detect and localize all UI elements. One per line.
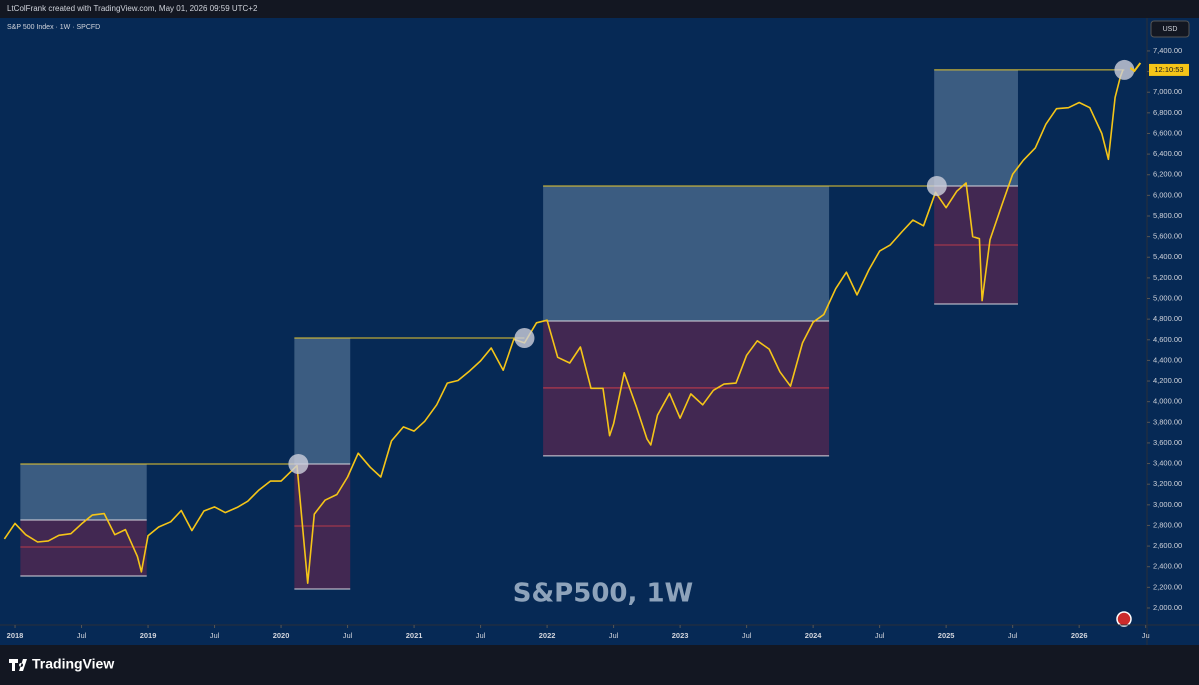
y-tick-label: 5,400.00 bbox=[1153, 252, 1182, 261]
x-tick-label: 2018 bbox=[7, 631, 24, 640]
x-tick-label: 2019 bbox=[140, 631, 157, 640]
y-tick-label: 6,800.00 bbox=[1153, 108, 1182, 117]
y-tick-label: 2,200.00 bbox=[1153, 582, 1182, 591]
y-tick-label: 2,800.00 bbox=[1153, 520, 1182, 529]
y-tick-label: 5,200.00 bbox=[1153, 273, 1182, 282]
x-tick-label: 2021 bbox=[406, 631, 423, 640]
x-tick-label: 2023 bbox=[672, 631, 689, 640]
target-zone bbox=[20, 463, 147, 520]
x-tick-label: 2020 bbox=[273, 631, 290, 640]
y-tick-label: 6,400.00 bbox=[1153, 149, 1182, 158]
target-zone bbox=[543, 185, 830, 322]
symbol: S&P 500 Index · 1W · SPCFD bbox=[7, 24, 100, 31]
brand: TradingView bbox=[32, 656, 114, 672]
watermark: S&P500, 1W bbox=[513, 579, 693, 609]
y-tick-label: 3,600.00 bbox=[1153, 438, 1182, 447]
y-tick-label: 5,000.00 bbox=[1153, 294, 1182, 303]
x-tick-label: Jul bbox=[343, 631, 353, 640]
y-tick-label: 7,000.00 bbox=[1153, 87, 1182, 96]
currency[interactable]: USD bbox=[1163, 26, 1178, 33]
breakout-marker bbox=[288, 453, 309, 474]
x-tick-label: Jul bbox=[476, 631, 486, 640]
check-mark bbox=[1129, 62, 1142, 73]
countdown-box bbox=[1149, 63, 1189, 76]
drawdown-zone bbox=[543, 321, 830, 456]
y-tick-label: 2,600.00 bbox=[1153, 541, 1182, 550]
x-tick-label: 2024 bbox=[805, 631, 823, 640]
x-tick-label: Jul bbox=[77, 631, 87, 640]
y-tick-label: 4,800.00 bbox=[1153, 314, 1182, 323]
y-tick-label: 4,600.00 bbox=[1153, 335, 1182, 344]
x-tick-label: Jul bbox=[742, 631, 752, 640]
breakout-marker bbox=[514, 328, 535, 349]
y-tick-label: 4,200.00 bbox=[1153, 376, 1182, 385]
y-tick-label: 5,800.00 bbox=[1153, 211, 1182, 220]
x-tick-label: Ju bbox=[1142, 631, 1150, 640]
drawdown-zone bbox=[20, 519, 147, 577]
x-tick-label: 2022 bbox=[539, 631, 556, 640]
y-tick-label: 2,400.00 bbox=[1153, 562, 1182, 571]
credit: LtColFrank created with TradingView.com,… bbox=[7, 4, 258, 13]
breakout-marker bbox=[926, 175, 947, 196]
y-tick-label: 7,400.00 bbox=[1153, 46, 1182, 55]
y-tick-label: 4,400.00 bbox=[1153, 355, 1182, 364]
y-tick-label: 6,600.00 bbox=[1153, 128, 1182, 137]
y-tick-label: 5,600.00 bbox=[1153, 232, 1182, 241]
y-tick-label: 2,000.00 bbox=[1153, 603, 1182, 612]
breakout-marker bbox=[1114, 59, 1135, 80]
price-line bbox=[3, 69, 1124, 584]
currency-box[interactable] bbox=[1150, 20, 1190, 38]
x-tick-label: Jul bbox=[1008, 631, 1018, 640]
x-tick-label: 2026 bbox=[1071, 631, 1088, 640]
countdown: 12:10:53 bbox=[1154, 65, 1183, 74]
y-tick-label: 3,400.00 bbox=[1153, 459, 1182, 468]
y-tick-label: 4,000.00 bbox=[1153, 397, 1182, 406]
logo bbox=[9, 659, 27, 671]
x-tick-label: Jul bbox=[609, 631, 619, 640]
y-tick-label: 6,200.00 bbox=[1153, 170, 1182, 179]
x-tick-label: Jul bbox=[875, 631, 885, 640]
x-tick-label: Jul bbox=[210, 631, 220, 640]
drawdown-zone bbox=[294, 463, 351, 589]
target-zone bbox=[934, 69, 1018, 186]
x-tick-label: 2025 bbox=[938, 631, 955, 640]
event-icon[interactable] bbox=[1116, 611, 1132, 627]
target-zone bbox=[294, 338, 351, 464]
y-tick-label: 6,000.00 bbox=[1153, 190, 1182, 199]
y-tick-label: 3,800.00 bbox=[1153, 417, 1182, 426]
y-tick-label: 3,200.00 bbox=[1153, 479, 1182, 488]
y-tick-label: 3,000.00 bbox=[1153, 500, 1182, 509]
